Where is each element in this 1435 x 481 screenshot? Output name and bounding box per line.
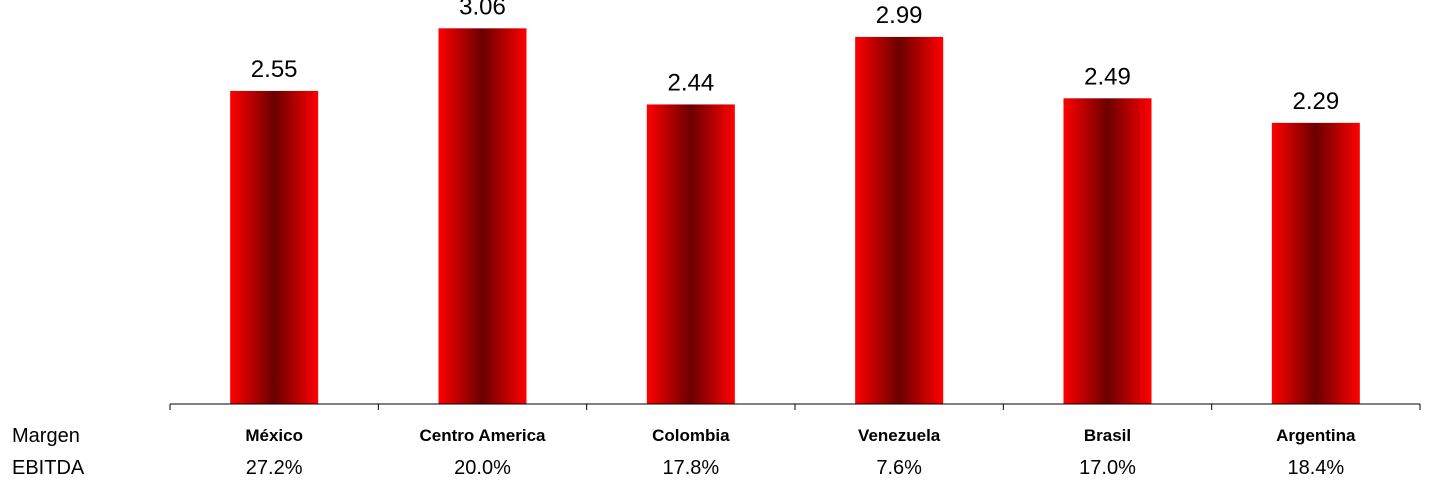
category-label-5: Argentina xyxy=(1276,426,1356,445)
data-label-1: 3.06 xyxy=(459,0,506,20)
data-label-4: 2.49 xyxy=(1084,63,1131,90)
bar-4 xyxy=(1063,98,1152,404)
data-label-2: 2.44 xyxy=(667,69,714,96)
category-label-1: Centro America xyxy=(420,426,547,445)
category-label-2: Colombia xyxy=(652,426,730,445)
bar-2 xyxy=(646,104,735,404)
data-label-5: 2.29 xyxy=(1292,88,1339,115)
data-label-3: 2.99 xyxy=(876,2,923,29)
row-label-ebitda: EBITDA xyxy=(12,457,85,479)
row-label-margen: Margen xyxy=(12,425,80,447)
ebitda-margin-5: 18.4% xyxy=(1287,457,1345,479)
ebitda-margin-3: 7.6% xyxy=(876,457,922,479)
bars-group xyxy=(230,28,1360,405)
bar-5 xyxy=(1271,122,1360,404)
value-labels: 2.55 3.06 2.44 2.99 2.49 2.29 xyxy=(251,0,1339,115)
ebitda-margin-2: 17.8% xyxy=(662,457,720,479)
category-labels: México Centro America Colombia Venezuela Bra… xyxy=(245,426,1356,445)
bar-0 xyxy=(230,90,319,404)
category-label-4: Brasil xyxy=(1084,426,1131,445)
category-label-0: México xyxy=(245,426,303,445)
ebitda-margin-4: 17.0% xyxy=(1079,457,1136,479)
bar-1 xyxy=(438,28,527,405)
category-label-3: Venezuela xyxy=(858,426,941,445)
ebitda-margin-0: 27.2% xyxy=(245,457,303,479)
x-axis-ticks xyxy=(169,404,1421,410)
ebitda-margin-1: 20.0% xyxy=(454,457,511,479)
data-label-0: 2.55 xyxy=(251,56,298,83)
bar-3 xyxy=(855,36,944,405)
